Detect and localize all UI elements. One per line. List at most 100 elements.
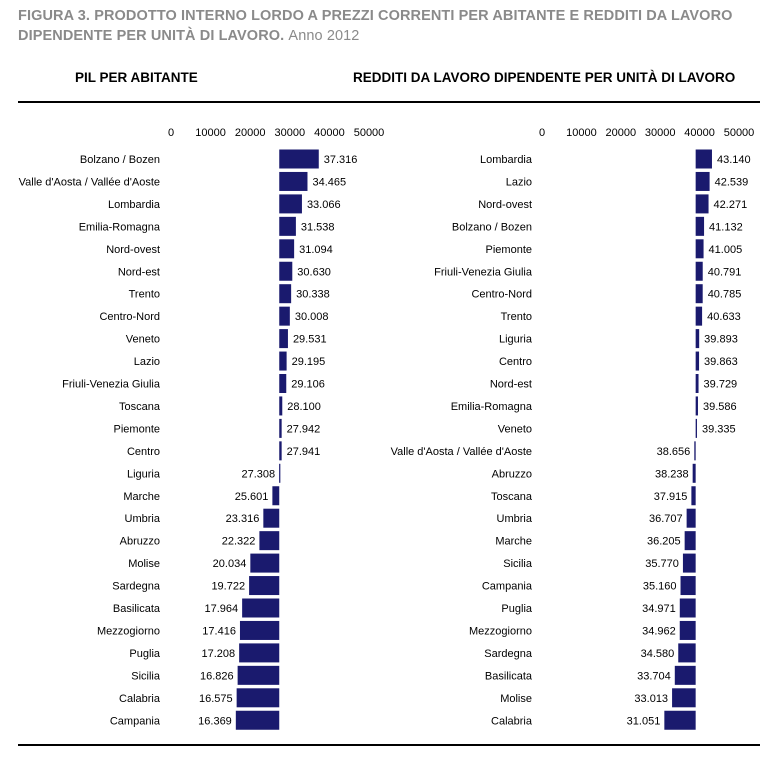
pil-category-label: Nord-ovest	[106, 244, 160, 256]
pil-tick-label: 20000	[235, 127, 266, 139]
pil-bar	[239, 620, 280, 640]
redditi-category-label: Lazio	[506, 176, 532, 188]
pil-bar	[279, 351, 287, 371]
redditi-tick-label: 30000	[645, 127, 676, 139]
redditi-bar	[695, 149, 712, 169]
pil-value-label: 23.316	[226, 513, 260, 525]
redditi-bar	[695, 396, 698, 416]
pil-value-label: 16.826	[200, 670, 234, 682]
redditi-value-label: 36.707	[649, 513, 683, 525]
pil-value-label: 29.195	[292, 356, 326, 368]
pil-value-label: 30.630	[297, 266, 331, 278]
redditi-bar	[695, 261, 703, 281]
pil-value-label: 22.322	[222, 536, 256, 548]
pil-tick-label: 0	[168, 127, 174, 139]
left-panel-title: PIL PER ABITANTE	[75, 70, 198, 85]
pil-value-label: 17.964	[204, 603, 238, 615]
redditi-tick-label: 0	[539, 127, 545, 139]
redditi-category-label: Emilia-Romagna	[451, 401, 533, 413]
redditi-category-label: Abruzzo	[492, 468, 532, 480]
pil-category-label: Mezzogiorno	[97, 625, 160, 637]
redditi-bar	[695, 306, 703, 326]
pil-bar	[242, 598, 280, 618]
redditi-value-label: 43.140	[717, 154, 751, 166]
right-panel-title: REDDITI DA LAVORO DIPENDENTE PER UNITÀ D…	[353, 70, 736, 85]
pil-value-label: 16.575	[199, 693, 233, 705]
pil-tick-label: 10000	[195, 127, 226, 139]
figure-title-year: Anno 2012	[288, 28, 360, 44]
redditi-bar	[691, 486, 696, 506]
pil-category-label: Campania	[110, 715, 161, 727]
pil-category-label: Friuli-Venezia Giulia	[62, 379, 161, 391]
redditi-category-label: Calabria	[491, 715, 533, 727]
redditi-value-label: 40.785	[708, 289, 742, 301]
pil-category-label: Toscana	[119, 401, 161, 413]
redditi-value-label: 35.770	[645, 558, 679, 570]
pil-value-label: 27.308	[241, 468, 275, 480]
redditi-bar	[695, 216, 705, 236]
redditi-value-label: 35.160	[643, 581, 677, 593]
redditi-value-label: 33.704	[637, 670, 671, 682]
pil-category-label: Centro	[127, 446, 160, 458]
redditi-bar	[684, 531, 696, 551]
redditi-category-label: Piemonte	[486, 244, 532, 256]
redditi-category-label: Umbria	[497, 513, 533, 525]
redditi-value-label: 31.051	[627, 715, 661, 727]
redditi-bar	[695, 239, 704, 259]
redditi-bar	[679, 598, 696, 618]
pil-value-label: 27.942	[287, 423, 321, 435]
redditi-bar	[679, 620, 696, 640]
redditi-value-label: 33.013	[634, 693, 668, 705]
pil-bar	[236, 688, 280, 708]
redditi-bar	[695, 329, 700, 349]
redditi-value-label: 40.633	[707, 311, 741, 323]
redditi-category-label: Lombardia	[480, 154, 533, 166]
pil-bar	[279, 239, 295, 259]
redditi-bar	[686, 508, 696, 528]
redditi-bar	[695, 374, 699, 393]
pil-category-label: Piemonte	[114, 423, 160, 435]
redditi-category-label: Marche	[495, 536, 532, 548]
pil-category-label: Valle d'Aosta / Vallée d'Aoste	[19, 176, 160, 188]
redditi-bar	[664, 710, 696, 730]
pil-value-label: 29.531	[293, 334, 327, 346]
pil-category-label: Centro-Nord	[99, 311, 160, 323]
pil-bar	[259, 531, 280, 551]
figure-title: FIGURA 3. PRODOTTO INTERNO LORDO A PREZZ…	[18, 6, 758, 46]
redditi-value-label: 42.539	[715, 176, 749, 188]
pil-bar	[279, 306, 290, 326]
redditi-value-label: 41.005	[709, 244, 743, 256]
pil-value-label: 19.722	[211, 581, 245, 593]
redditi-category-label: Liguria	[499, 334, 533, 346]
pil-bar	[272, 486, 280, 506]
redditi-tick-label: 10000	[566, 127, 597, 139]
redditi-value-label: 39.729	[704, 379, 738, 391]
redditi-value-label: 40.791	[708, 266, 742, 278]
redditi-category-label: Friuli-Venezia Giulia	[434, 266, 533, 278]
pil-bar	[263, 508, 280, 528]
top-rule	[18, 101, 760, 103]
redditi-bar	[695, 194, 709, 214]
pil-bar	[279, 284, 292, 304]
redditi-bar	[672, 688, 696, 708]
pil-bar	[279, 374, 287, 393]
pil-value-label: 16.369	[198, 715, 232, 727]
pil-tick-label: 50000	[354, 127, 385, 139]
pil-bar	[279, 194, 302, 214]
redditi-category-label: Sicilia	[503, 558, 533, 570]
redditi-value-label: 38.656	[657, 446, 691, 458]
redditi-tick-label: 50000	[724, 127, 755, 139]
pil-category-label: Sicilia	[131, 670, 161, 682]
redditi-bar	[695, 171, 710, 191]
redditi-value-label: 41.132	[709, 221, 743, 233]
pil-value-label: 34.465	[312, 176, 346, 188]
pil-category-label: Calabria	[119, 693, 161, 705]
pil-category-label: Umbria	[125, 513, 161, 525]
pil-category-label: Puglia	[129, 648, 160, 660]
redditi-value-label: 42.271	[714, 199, 748, 211]
pil-value-label: 28.100	[287, 401, 321, 413]
pil-value-label: 17.208	[201, 648, 235, 660]
pil-tick-label: 30000	[275, 127, 306, 139]
redditi-category-label: Veneto	[498, 423, 532, 435]
pil-bar	[250, 553, 280, 573]
